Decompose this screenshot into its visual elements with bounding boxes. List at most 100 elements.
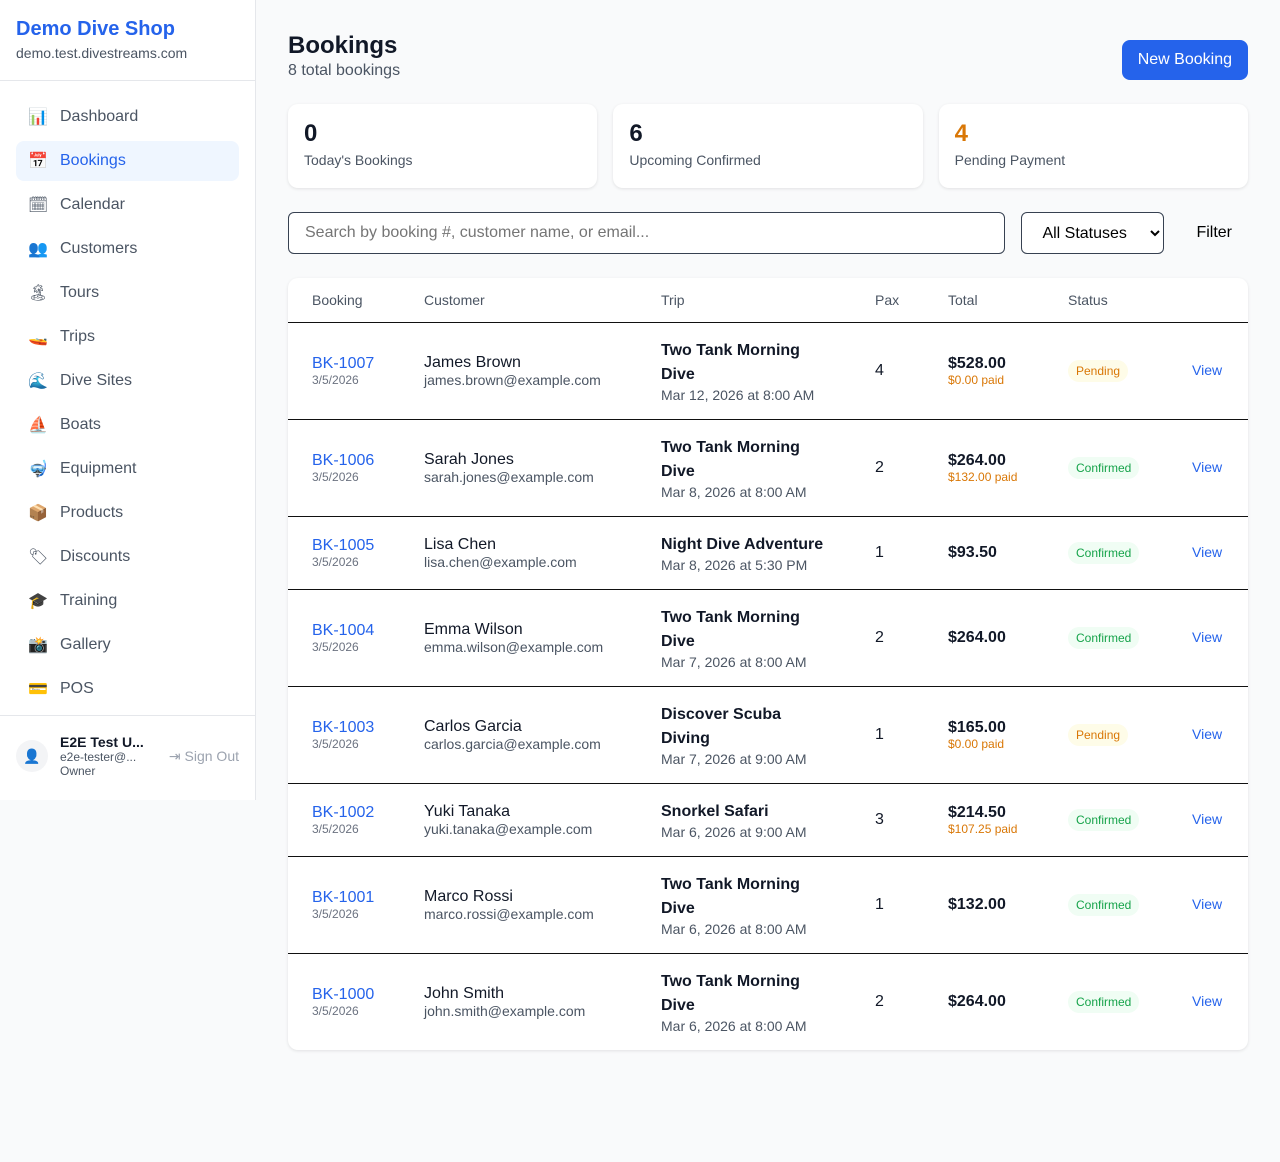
user-role: Owner (60, 764, 96, 778)
sidebar-item-bookings[interactable]: 📅 Bookings (16, 141, 239, 181)
booking-link[interactable]: BK-1003 (312, 718, 375, 736)
sign-out-icon: ⇥ (168, 747, 185, 764)
pax: 2 (851, 589, 924, 687)
view-link[interactable]: View (1192, 628, 1223, 645)
trip-name: Snorkel Safari (661, 802, 769, 820)
table-row: BK-1001 3/5/2026 Marco Rossi marco.rossi@e… (288, 856, 1248, 954)
shop-name[interactable]: Demo Dive Shop (16, 18, 175, 40)
column-header: Booking (288, 278, 400, 323)
stats-row: 0 Today's Bookings 6 Upcoming Confirmed 4 Pen… (288, 104, 1248, 188)
sign-out-label: Sign Out (184, 747, 239, 764)
dive-sites-icon: 🌊 (28, 373, 48, 390)
booking-date: 3/5/2026 (312, 1003, 359, 1018)
new-booking-button[interactable]: New Booking (1121, 40, 1248, 80)
sidebar-item-equipment[interactable]: 🤿 Equipment (16, 449, 239, 489)
booking-link[interactable]: BK-1005 (312, 536, 375, 554)
total: $93.50 (948, 543, 997, 561)
products-icon: 📦 (28, 505, 48, 522)
view-link[interactable]: View (1192, 458, 1223, 475)
booking-date: 3/5/2026 (312, 469, 359, 484)
sidebar-item-trips[interactable]: 🚤 Trips (16, 317, 239, 357)
page-subtitle: 8 total bookings (288, 62, 401, 79)
sidebar-item-label: Customers (60, 240, 138, 257)
sidebar-item-dive-sites[interactable]: 🌊 Dive Sites (16, 361, 239, 401)
status-badge: Confirmed (1068, 626, 1140, 649)
equipment-icon: 🤿 (28, 461, 48, 478)
customer-email: sarah.jones@example.com (424, 468, 594, 485)
sidebar-item-boats[interactable]: ⛵ Boats (16, 405, 239, 445)
sidebar-item-dashboard[interactable]: 📊 Dashboard (16, 97, 239, 137)
sidebar-item-gallery[interactable]: 📸 Gallery (16, 625, 239, 665)
pax: 2 (875, 992, 884, 1010)
filter-button[interactable]: Filter (1180, 224, 1248, 242)
booking-link[interactable]: BK-1001 (312, 888, 375, 906)
sidebar-item-label: Trips (60, 328, 95, 345)
sidebar-item-discounts[interactable]: 🏷 Discounts (16, 537, 239, 577)
table-row: BK-1007 3/5/2026 James Brown james.brown@e… (288, 322, 1248, 420)
sidebar-item-label: Equipment (60, 460, 137, 477)
bookings-icon: 📅 (28, 153, 48, 170)
sidebar-item-pos[interactable]: 💳 POS (16, 669, 239, 709)
trips-icon: 🚤 (28, 329, 48, 346)
trip-date: Mar 8, 2026 at 8:00 AM (661, 483, 807, 500)
column-header: Status (1044, 278, 1168, 323)
sidebar-item-products[interactable]: 📦 Products (16, 493, 239, 533)
sidebar: Demo Dive Shop demo.test.divestreams.com… (0, 0, 256, 800)
tours-icon: 🏝 (28, 285, 49, 302)
customer-name: Sarah Jones (424, 450, 514, 468)
booking-link[interactable]: BK-1002 (312, 803, 375, 821)
sidebar-item-customers[interactable]: 👥 Customers (16, 229, 239, 269)
customer-name: Yuki Tanaka (424, 802, 510, 820)
booking-date: 3/5/2026 (312, 372, 359, 387)
gallery-icon: 📸 (28, 637, 48, 654)
status-badge: Confirmed (1068, 893, 1140, 916)
total: $264.00 (948, 451, 1006, 469)
user-panel: 👤 E2E Test U... e2e-tester@... Owner ⇥ S… (0, 715, 255, 796)
sidebar-item-training[interactable]: 🎓 Training (16, 581, 239, 621)
user-icon: 👤 (16, 740, 48, 772)
sidebar-item-label: Calendar (60, 196, 125, 213)
dashboard-icon: 📊 (28, 109, 48, 126)
view-link[interactable]: View (1192, 895, 1223, 912)
table-row: BK-1004 3/5/2026 Emma Wilson emma.wilson@e… (288, 589, 1248, 687)
training-icon: 🎓 (28, 593, 48, 610)
sidebar-item-label: Bookings (60, 152, 126, 169)
booking-link[interactable]: BK-1000 (312, 985, 375, 1003)
pax: 1 (851, 686, 924, 784)
customer-email: james.brown@example.com (424, 371, 601, 388)
search-input[interactable] (288, 212, 1006, 254)
sidebar-item-calendar[interactable]: 🗓 Calendar (16, 185, 239, 225)
booking-link[interactable]: BK-1004 (312, 621, 375, 639)
view-link[interactable]: View (1192, 725, 1223, 742)
customer-name: Marco Rossi (424, 887, 513, 905)
total: $214.50 (948, 803, 1006, 821)
shop-domain: demo.test.divestreams.com (16, 45, 188, 61)
discounts-icon: 🏷 (28, 549, 49, 566)
table-row: BK-1003 3/5/2026 Carlos Garcia carlos.garc… (288, 686, 1248, 784)
booking-link[interactable]: BK-1007 (312, 354, 375, 372)
booking-date: 3/5/2026 (312, 821, 359, 836)
column-header (1168, 278, 1248, 323)
stat-card: 6 Upcoming Confirmed (613, 104, 923, 188)
customer-email: emma.wilson@example.com (424, 638, 604, 655)
view-link[interactable]: View (1192, 361, 1223, 378)
view-link[interactable]: View (1192, 992, 1223, 1009)
booking-date: 3/5/2026 (312, 736, 359, 751)
sign-out-button[interactable]: ⇥ Sign Out (169, 748, 239, 765)
booking-date: 3/5/2026 (312, 906, 359, 921)
view-link[interactable]: View (1192, 810, 1223, 827)
booking-link[interactable]: BK-1006 (312, 451, 375, 469)
trip-date: Mar 6, 2026 at 9:00 AM (661, 823, 807, 840)
pax: 3 (851, 783, 924, 857)
status-select[interactable]: All Statuses (1021, 212, 1165, 254)
user-name: E2E Test U... (60, 734, 144, 750)
view-link[interactable]: View (1192, 543, 1223, 560)
column-header: Trip (637, 278, 851, 323)
stat-value: 6 (629, 120, 643, 147)
stat-card: 4 Pending Payment (938, 104, 1248, 188)
customers-icon: 👥 (28, 241, 48, 258)
sidebar-item-label: Tours (60, 284, 100, 301)
status-badge: Pending (1068, 359, 1129, 382)
trip-date: Mar 7, 2026 at 9:00 AM (661, 750, 807, 767)
sidebar-item-tours[interactable]: 🏝 Tours (16, 273, 239, 313)
